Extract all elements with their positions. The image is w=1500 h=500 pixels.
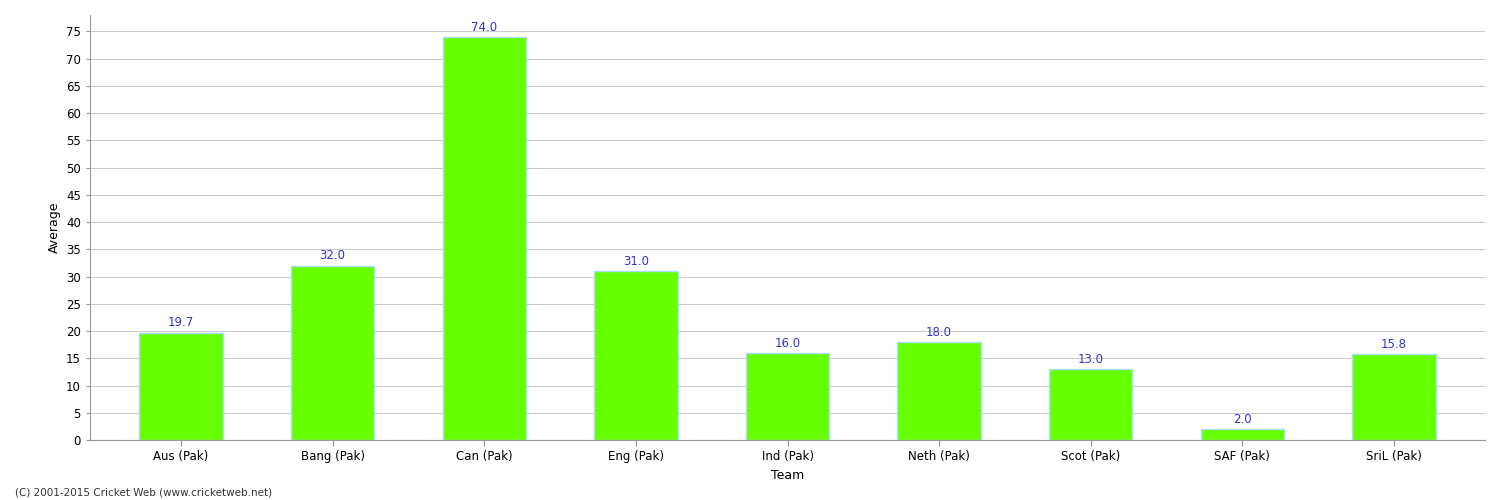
Bar <box>746 353 830 440</box>
Bar <box>1200 429 1284 440</box>
Bar <box>140 332 222 440</box>
Text: (C) 2001-2015 Cricket Web (www.cricketweb.net): (C) 2001-2015 Cricket Web (www.cricketwe… <box>15 488 272 498</box>
Bar <box>291 266 375 440</box>
Text: 32.0: 32.0 <box>320 250 345 262</box>
Text: 15.8: 15.8 <box>1382 338 1407 350</box>
Bar <box>897 342 981 440</box>
Text: 31.0: 31.0 <box>622 255 650 268</box>
X-axis label: Team: Team <box>771 469 804 482</box>
Text: 2.0: 2.0 <box>1233 413 1251 426</box>
Bar <box>594 271 678 440</box>
Text: 74.0: 74.0 <box>471 20 498 34</box>
Text: 16.0: 16.0 <box>774 336 801 349</box>
Bar <box>1353 354 1436 440</box>
Y-axis label: Average: Average <box>48 202 60 253</box>
Bar <box>442 37 526 440</box>
Bar <box>1048 369 1132 440</box>
Text: 19.7: 19.7 <box>168 316 194 330</box>
Text: 18.0: 18.0 <box>926 326 952 338</box>
Text: 13.0: 13.0 <box>1078 353 1104 366</box>
